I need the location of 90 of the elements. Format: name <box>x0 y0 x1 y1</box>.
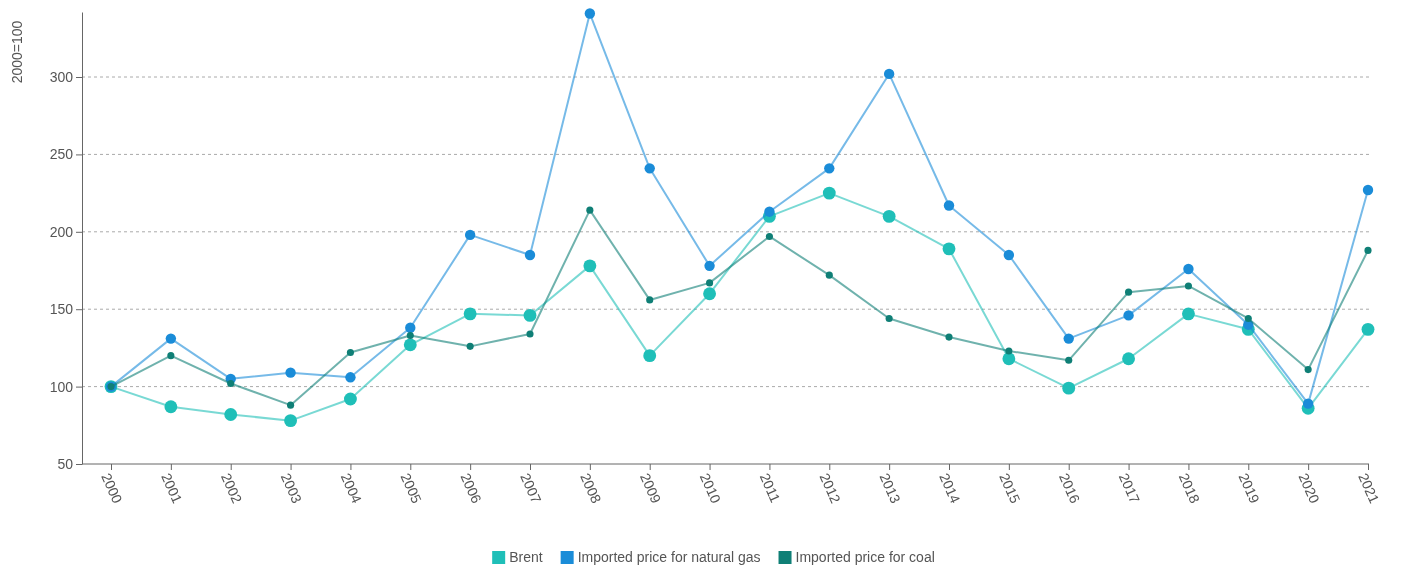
point <box>1123 310 1134 321</box>
y-tick-label: 200 <box>49 223 74 240</box>
point <box>1362 184 1374 196</box>
x-tick-label: 2005 <box>397 470 425 506</box>
point <box>165 333 177 344</box>
x-tick-label: 2011 <box>756 470 784 505</box>
point <box>167 352 175 360</box>
point <box>1184 282 1192 290</box>
point <box>583 259 597 273</box>
x-tick-label: 2001 <box>158 470 186 506</box>
x-tick-label: 2006 <box>457 470 485 506</box>
x-tick-label: 2016 <box>1056 470 1084 506</box>
point <box>1361 322 1375 336</box>
x-tick-label: 2019 <box>1235 470 1263 506</box>
point <box>224 408 238 421</box>
x-tick-label: 2007 <box>517 470 545 506</box>
x-tick-label: 2000 <box>98 470 126 506</box>
point <box>345 372 356 383</box>
point <box>765 232 773 241</box>
point <box>643 349 657 363</box>
point <box>764 206 775 217</box>
x-tick-label: 2020 <box>1295 470 1323 506</box>
x-tick-label: 2012 <box>816 470 844 506</box>
point <box>463 307 477 321</box>
point <box>464 229 476 241</box>
point <box>883 68 895 80</box>
x-tick-label: 2002 <box>218 470 246 506</box>
point <box>885 314 893 323</box>
point <box>704 260 715 272</box>
x-tick-label: 2003 <box>277 470 306 506</box>
x-tick-label: 2015 <box>996 470 1024 506</box>
x-tick-label: 2009 <box>637 470 665 506</box>
point <box>346 348 354 357</box>
x-tick-label: 2013 <box>876 470 904 506</box>
point <box>1122 352 1135 366</box>
point <box>644 163 655 174</box>
point <box>405 322 416 333</box>
point <box>1063 333 1074 344</box>
point <box>1062 381 1076 395</box>
point <box>942 242 956 256</box>
point <box>284 414 297 428</box>
y-tick-label: 100 <box>49 378 74 395</box>
point <box>945 333 953 341</box>
y-tick-label: 50 <box>57 455 74 472</box>
point <box>287 401 295 409</box>
x-tick-label: 2004 <box>337 470 366 506</box>
point <box>882 209 896 223</box>
point <box>824 163 835 174</box>
point <box>586 206 594 214</box>
x-tick-label: 2010 <box>696 470 725 506</box>
point <box>1302 398 1314 409</box>
point <box>1003 249 1015 261</box>
legend-label: Imported price for coal <box>795 549 935 565</box>
point <box>706 279 714 287</box>
point <box>1183 263 1194 275</box>
x-tick-label: 2017 <box>1115 470 1144 506</box>
point <box>1244 314 1252 323</box>
point <box>584 8 596 19</box>
point <box>1125 288 1133 296</box>
point <box>406 331 414 340</box>
point <box>646 296 654 304</box>
x-tick-label: 2014 <box>936 470 964 506</box>
x-tick-label: 2008 <box>577 470 605 506</box>
point <box>524 249 536 261</box>
point <box>703 287 716 301</box>
legend-label: Brent <box>509 549 543 565</box>
point <box>285 367 296 378</box>
point <box>1005 347 1013 355</box>
point <box>164 400 178 414</box>
point <box>403 338 417 352</box>
point <box>1182 307 1195 321</box>
point <box>1065 356 1073 364</box>
point <box>344 392 357 406</box>
y-tick-label: 250 <box>49 146 74 163</box>
x-tick-label: 2021 <box>1355 470 1383 506</box>
legend-label: Imported price for natural gas <box>577 549 761 565</box>
point <box>943 200 955 211</box>
point <box>1304 366 1312 374</box>
y-tick-label: 300 <box>49 68 74 85</box>
point <box>523 308 537 322</box>
x-tick-label: 2018 <box>1175 470 1204 506</box>
point <box>822 186 836 200</box>
point <box>227 379 235 388</box>
point <box>1002 352 1016 366</box>
point <box>466 342 474 350</box>
y-tick-label: 150 <box>49 301 74 318</box>
point <box>825 271 833 279</box>
point <box>1364 246 1372 254</box>
point <box>526 330 534 338</box>
y-axis-title: 2000=100 <box>9 20 25 84</box>
